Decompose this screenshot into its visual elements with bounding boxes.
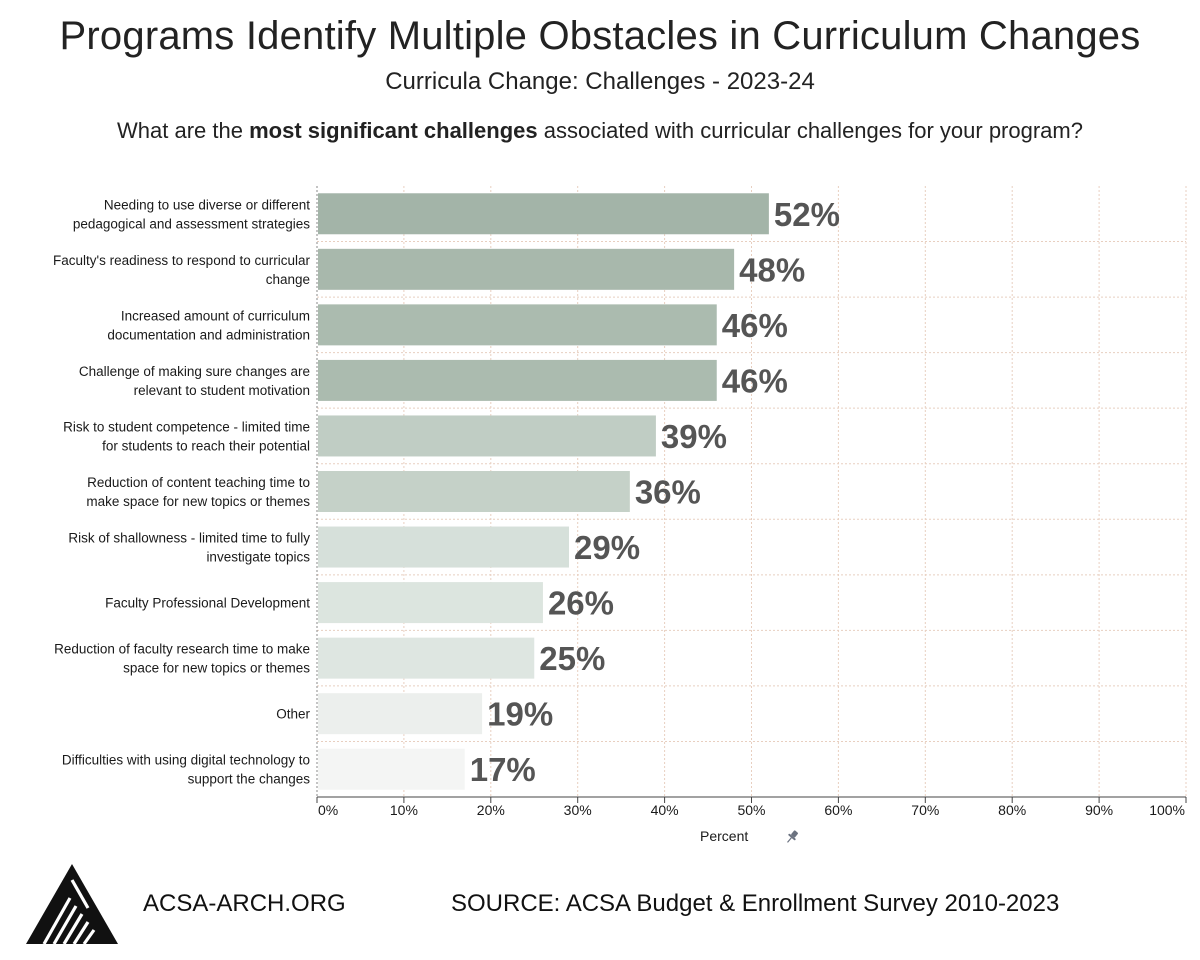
category-label: Faculty Professional Development [105, 596, 310, 611]
category-label-line: support the changes [188, 772, 311, 787]
x-tick-label: 0% [318, 802, 338, 818]
category-label: Risk of shallowness - limited time to fu… [68, 531, 310, 565]
value-label: 52% [774, 196, 840, 233]
value-label: 46% [722, 362, 788, 399]
bar [318, 582, 543, 624]
value-label: 17% [470, 751, 536, 788]
category-label-line: Risk of shallowness - limited time to fu… [68, 531, 310, 546]
bar [318, 471, 630, 512]
site-url[interactable]: ACSA-ARCH.ORG [143, 890, 346, 917]
category-label-line: Difficulties with using digital technolo… [62, 753, 310, 768]
x-tick-label: 100% [1149, 802, 1185, 818]
category-label-line: Faculty Professional Development [105, 596, 310, 611]
chart-subtitle: Curricula Change: Challenges - 2023-24 [385, 68, 815, 95]
category-label-line: change [266, 272, 310, 287]
category-label-line: space for new topics or themes [123, 661, 310, 676]
category-label: Reduction of content teaching time to mak… [86, 475, 310, 509]
category-label-line: relevant to student motivation [134, 383, 310, 398]
acsa-logo-icon [26, 864, 118, 945]
x-axis-title: Percent [700, 828, 749, 844]
bar [318, 193, 769, 235]
x-tick-label: 80% [998, 802, 1026, 818]
category-label: Increased amount of curriculum documentat… [107, 308, 310, 342]
category-label-line: Reduction of content teaching time to [87, 475, 310, 490]
category-label: Challenge of making sure changes are rele… [79, 364, 310, 398]
question-emphasis: most significant challenges [249, 118, 538, 143]
question-suffix: associated with curricular challenges fo… [537, 118, 1083, 143]
category-label: Faculty's readiness to respond to curric… [53, 253, 310, 287]
category-label-line: Risk to student competence - limited tim… [63, 419, 310, 434]
survey-question: What are the most significant challenges… [0, 118, 1200, 144]
bar [318, 637, 535, 679]
bar [318, 526, 570, 568]
category-label-line: Challenge of making sure changes are [79, 364, 310, 379]
value-label: 46% [722, 307, 788, 344]
bar [318, 415, 656, 457]
pin-icon[interactable] [785, 829, 799, 845]
category-label-line: Faculty's readiness to respond to curric… [53, 253, 310, 268]
bar [318, 248, 735, 290]
category-label: Risk to student competence - limited tim… [63, 419, 310, 453]
value-label: 25% [539, 640, 605, 677]
value-label: 36% [635, 474, 701, 511]
x-tick-label: 40% [651, 802, 679, 818]
value-label: 26% [548, 585, 614, 622]
category-label-line: investigate topics [206, 550, 310, 565]
x-tick-label: 90% [1085, 802, 1113, 818]
x-tick-label: 20% [477, 802, 505, 818]
value-label: 29% [574, 529, 640, 566]
value-label: 19% [487, 696, 553, 733]
category-label-line: Other [276, 707, 310, 722]
category-label-line: Needing to use diverse or different [104, 197, 310, 212]
category-label-line: Reduction of faculty research time to ma… [54, 642, 310, 657]
x-tick-label: 30% [564, 802, 592, 818]
bar [318, 359, 717, 401]
category-label-line: Increased amount of curriculum [121, 308, 310, 323]
value-label: 39% [661, 418, 727, 455]
category-label-line: for students to reach their potential [102, 438, 310, 453]
category-label-line: make space for new topics or themes [86, 494, 310, 509]
x-tick-label: 10% [390, 802, 418, 818]
bar [318, 748, 465, 790]
category-label-line: pedagogical and assessment strategies [73, 216, 310, 231]
x-tick-label: 60% [824, 802, 852, 818]
category-label: Difficulties with using digital technolo… [62, 753, 310, 787]
source-note: SOURCE: ACSA Budget & Enrollment Survey … [451, 890, 1060, 917]
category-label: Other [276, 707, 310, 722]
value-label: 48% [739, 251, 805, 288]
category-label-line: documentation and administration [107, 327, 310, 342]
x-tick-label: 70% [911, 802, 939, 818]
bar [318, 304, 717, 346]
category-label: Needing to use diverse or different pedag… [73, 197, 310, 231]
chart-title: Programs Identify Multiple Obstacles in … [59, 14, 1141, 58]
x-tick-label: 50% [737, 802, 765, 818]
question-prefix: What are the [117, 118, 250, 143]
category-label: Reduction of faculty research time to ma… [54, 642, 310, 676]
bar [318, 693, 483, 735]
